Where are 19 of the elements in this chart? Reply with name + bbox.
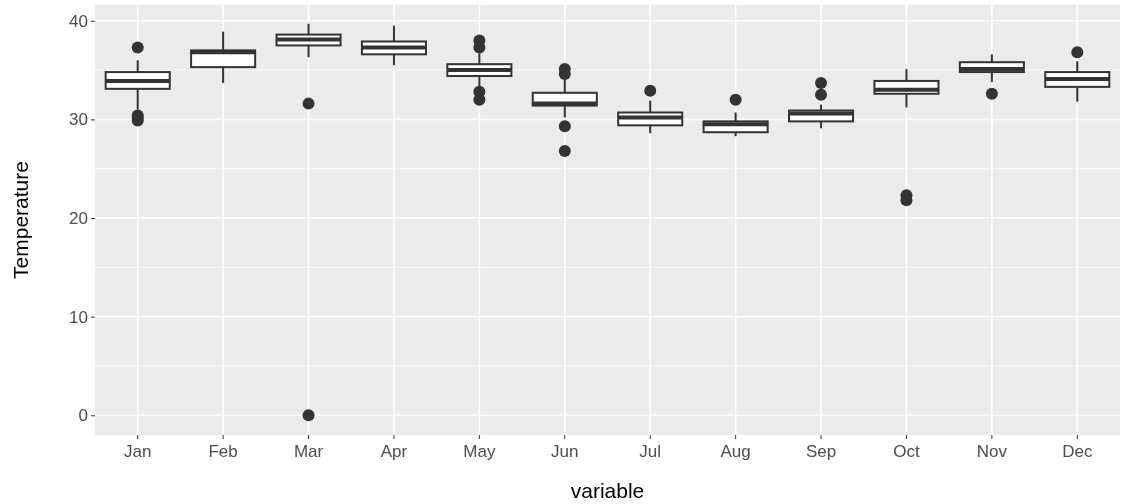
y-tick-label: 10	[69, 307, 88, 327]
y-axis-title: Temperature	[9, 161, 32, 279]
x-tick-label: Dec	[1062, 442, 1093, 462]
x-tick-label: Feb	[208, 442, 238, 462]
y-tick-label: 20	[69, 208, 88, 228]
x-tick-label: Jun	[551, 442, 579, 462]
x-tick-label: Aug	[720, 442, 751, 462]
x-tick-label: Jan	[124, 442, 152, 462]
x-tick-label: Mar	[293, 442, 324, 462]
x-tick-label: Nov	[976, 442, 1008, 462]
x-tick-label: Jul	[639, 442, 662, 462]
y-tick-label: 30	[69, 110, 88, 130]
y-tick-label: 0	[78, 406, 88, 426]
x-tick-label: Sep	[805, 442, 837, 462]
x-tick-label: Oct	[893, 442, 920, 462]
x-tick-label: Apr	[380, 442, 408, 462]
x-tick-label: May	[463, 442, 496, 462]
y-tick-label: 40	[69, 11, 88, 31]
x-axis-title: variable	[570, 479, 645, 502]
